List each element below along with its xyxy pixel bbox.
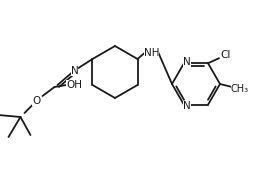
- Text: Cl: Cl: [221, 50, 231, 60]
- Text: NH: NH: [144, 48, 159, 58]
- Text: OH: OH: [67, 80, 82, 90]
- Text: N: N: [183, 101, 191, 111]
- Text: N: N: [183, 57, 191, 67]
- Text: O: O: [32, 96, 41, 106]
- Text: N: N: [71, 66, 78, 76]
- Text: CH₃: CH₃: [231, 84, 249, 94]
